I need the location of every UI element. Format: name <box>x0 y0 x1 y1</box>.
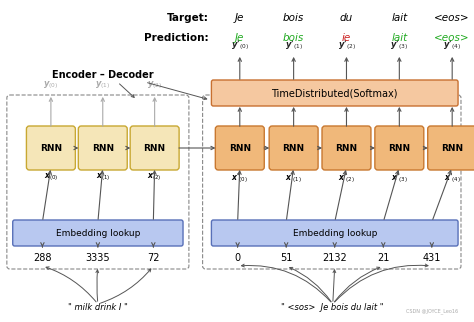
Text: du: du <box>340 13 353 23</box>
Text: 431: 431 <box>423 253 441 263</box>
FancyBboxPatch shape <box>78 126 127 170</box>
Text: x'$_{(1)}$: x'$_{(1)}$ <box>285 171 302 185</box>
Text: x'$_{(2)}$: x'$_{(2)}$ <box>338 171 355 185</box>
Text: " <sos>  Je bois du lait ": " <sos> Je bois du lait " <box>282 304 384 312</box>
Text: y$_{(2)}$: y$_{(2)}$ <box>147 79 162 91</box>
Text: Prediction:: Prediction: <box>144 33 209 43</box>
Text: 21: 21 <box>377 253 390 263</box>
Text: y'$_{(3)}$: y'$_{(3)}$ <box>391 38 408 52</box>
FancyBboxPatch shape <box>27 126 75 170</box>
FancyBboxPatch shape <box>211 80 458 106</box>
Text: RNN: RNN <box>283 144 305 153</box>
Text: y'$_{(1)}$: y'$_{(1)}$ <box>285 38 302 52</box>
Text: RNN: RNN <box>91 144 114 153</box>
Text: x'$_{(0)}$: x'$_{(0)}$ <box>231 171 248 185</box>
Text: <eos>: <eos> <box>434 13 470 23</box>
FancyBboxPatch shape <box>130 126 179 170</box>
Text: y'$_{(0)}$: y'$_{(0)}$ <box>231 38 249 52</box>
FancyBboxPatch shape <box>211 220 458 246</box>
FancyBboxPatch shape <box>13 220 183 246</box>
FancyBboxPatch shape <box>375 126 424 170</box>
Text: Embedding lookup: Embedding lookup <box>292 229 377 238</box>
Text: y'$_{(2)}$: y'$_{(2)}$ <box>337 38 356 52</box>
Text: y$_{(1)}$: y$_{(1)}$ <box>95 79 110 91</box>
Text: RNN: RNN <box>336 144 357 153</box>
Text: TimeDistributed(Softmax): TimeDistributed(Softmax) <box>272 88 398 98</box>
Text: 288: 288 <box>33 253 52 263</box>
Text: Je: Je <box>235 13 245 23</box>
Text: Je: Je <box>235 33 245 43</box>
Text: y'$_{(4)}$: y'$_{(4)}$ <box>443 38 461 52</box>
Text: Target:: Target: <box>166 13 209 23</box>
Text: x$_{(1)}$: x$_{(1)}$ <box>96 171 110 183</box>
Text: x'$_{(4)}$: x'$_{(4)}$ <box>444 171 461 185</box>
Text: 0: 0 <box>235 253 241 263</box>
Text: <eos>: <eos> <box>434 33 470 43</box>
Text: 2132: 2132 <box>322 253 347 263</box>
Text: y$_{(0)}$: y$_{(0)}$ <box>43 79 59 91</box>
Text: Embedding lookup: Embedding lookup <box>55 229 140 238</box>
Text: x$_{(2)}$: x$_{(2)}$ <box>147 171 162 183</box>
Text: lait: lait <box>391 33 408 43</box>
Text: RNN: RNN <box>40 144 62 153</box>
Text: x$_{(0)}$: x$_{(0)}$ <box>44 171 58 183</box>
Text: ie: ie <box>342 33 351 43</box>
Text: 72: 72 <box>147 253 160 263</box>
Text: bois: bois <box>283 33 304 43</box>
Text: RNN: RNN <box>229 144 251 153</box>
Text: Encoder – Decoder: Encoder – Decoder <box>52 70 154 80</box>
Text: RNN: RNN <box>388 144 410 153</box>
Text: bois: bois <box>283 13 304 23</box>
Text: 51: 51 <box>280 253 292 263</box>
FancyBboxPatch shape <box>428 126 474 170</box>
Text: lait: lait <box>391 13 408 23</box>
Text: RNN: RNN <box>441 144 463 153</box>
FancyBboxPatch shape <box>322 126 371 170</box>
FancyBboxPatch shape <box>269 126 318 170</box>
Text: CSDN @JOYCE_Leo16: CSDN @JOYCE_Leo16 <box>406 308 458 314</box>
FancyBboxPatch shape <box>215 126 264 170</box>
Text: RNN: RNN <box>144 144 166 153</box>
Text: x'$_{(3)}$: x'$_{(3)}$ <box>391 171 408 185</box>
Text: 3335: 3335 <box>86 253 110 263</box>
Text: " milk drink I ": " milk drink I " <box>68 304 128 312</box>
